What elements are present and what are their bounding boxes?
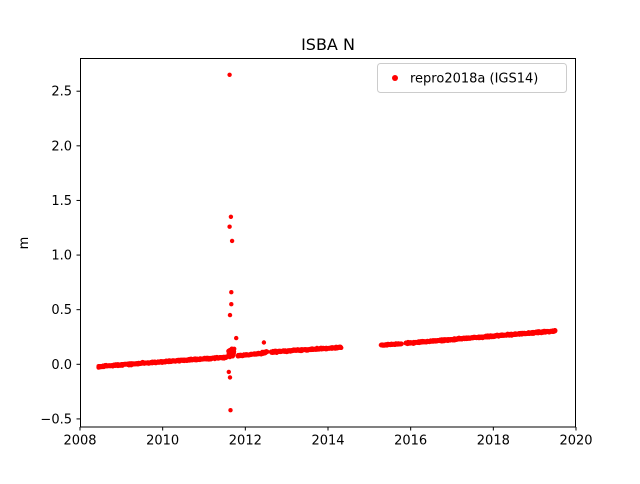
data-point	[229, 352, 234, 357]
data-point	[234, 335, 239, 341]
x-tick-label: 2014	[311, 434, 344, 449]
x-tick-label: 2020	[559, 434, 592, 449]
x-tick-label: 2012	[229, 434, 262, 449]
axes-background	[80, 58, 576, 427]
data-point	[229, 290, 234, 295]
scatter-points	[96, 72, 558, 413]
chart-title: ISBA N	[301, 35, 355, 54]
data-point	[229, 238, 235, 244]
data-point	[399, 341, 404, 347]
data-point	[228, 214, 234, 219]
legend-marker-icon	[392, 75, 398, 81]
y-tick-label: 1.0	[51, 249, 72, 264]
generated-plot-content: 2008 2010 2012 2014 2016 2018 2020 −0.5 0.0 0.5 1.…	[40, 72, 593, 449]
data-point	[96, 365, 101, 370]
data-point	[261, 340, 267, 345]
legend-label: repro2018a (IGS14)	[410, 72, 538, 87]
data-point	[226, 369, 231, 375]
x-tick-label: 2016	[394, 434, 427, 449]
x-tick-label: 2010	[146, 434, 179, 449]
data-point	[227, 312, 233, 318]
data-point	[553, 328, 558, 333]
y-axis-ticks: −0.5 0.0 0.5 1.0 1.5 2.0 2.5	[40, 85, 80, 427]
y-tick-label: 1.5	[51, 194, 72, 209]
data-point	[229, 302, 234, 307]
x-axis-ticks: 2008 2010 2012 2014 2016 2018 2020	[63, 427, 593, 449]
legend: repro2018a (IGS14)	[377, 63, 567, 93]
data-point	[227, 224, 232, 229]
data-point	[228, 408, 233, 413]
data-point	[227, 375, 233, 380]
y-tick-label: 0.5	[51, 303, 72, 318]
data-point	[339, 345, 344, 350]
y-tick-label: −0.5	[40, 412, 72, 427]
legend-box	[377, 63, 567, 93]
y-axis-label: m	[17, 237, 32, 250]
x-tick-label: 2018	[477, 434, 510, 449]
y-tick-label: 2.5	[51, 85, 72, 100]
data-point	[265, 349, 270, 354]
data-point	[227, 72, 232, 78]
x-tick-label: 2008	[63, 434, 96, 449]
axes-border	[80, 58, 576, 428]
y-tick-label: 0.0	[51, 358, 72, 373]
y-tick-label: 2.0	[51, 139, 72, 154]
